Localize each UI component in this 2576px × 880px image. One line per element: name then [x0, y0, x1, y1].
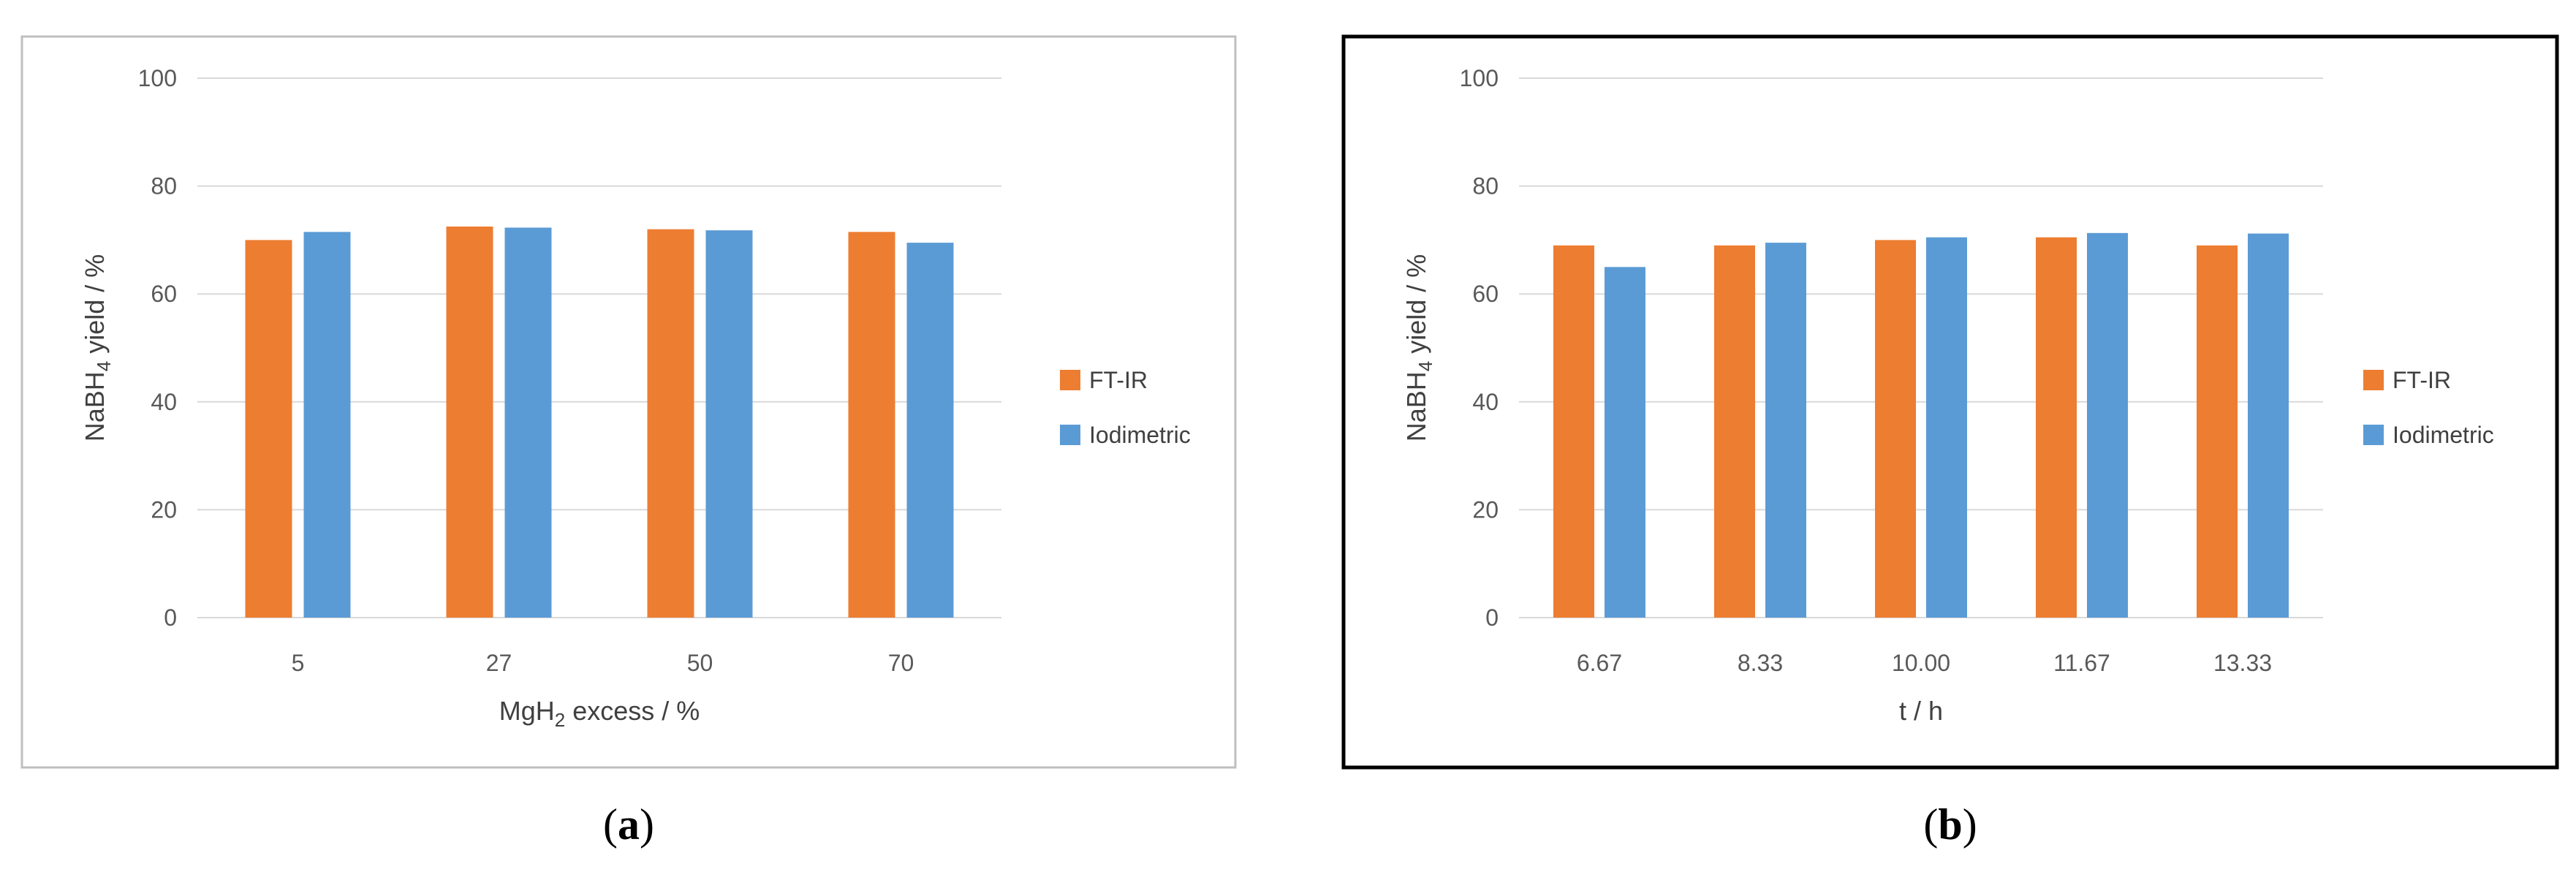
y-axis-title: NaBH4 yield / %: [80, 254, 115, 442]
y-tick-label: 80: [1472, 173, 1499, 200]
legend-label-iodimetric: Iodimetric: [2393, 422, 2494, 448]
x-axis-title: MgH2 excess / %: [499, 696, 700, 731]
panel-label: (b): [1923, 800, 1977, 849]
y-tick-label: 60: [151, 281, 177, 307]
legend-swatch-ftir: [1060, 370, 1080, 390]
bar-iodimetric: [2087, 232, 2128, 618]
bar-ftir: [446, 226, 493, 618]
x-tick-label: 13.33: [2213, 650, 2272, 676]
legend-swatch-ftir: [2363, 370, 2384, 390]
x-tick-label: 8.33: [1738, 650, 1783, 676]
y-tick-label: 100: [138, 65, 177, 91]
x-tick-label: 50: [687, 650, 713, 676]
legend-swatch-iodimetric: [1060, 425, 1080, 445]
y-axis-title: NaBH4 yield / %: [1401, 254, 1436, 442]
legend-label-ftir: FT-IR: [2393, 367, 2451, 393]
bar-ftir: [2036, 237, 2077, 618]
bar-ftir: [1553, 245, 1594, 618]
y-tick-label: 40: [1472, 389, 1499, 415]
y-tick-label: 100: [1460, 65, 1499, 91]
x-axis-title: t / h: [1899, 696, 1943, 726]
y-tick-label: 20: [1472, 496, 1499, 523]
panel-label: (a): [603, 800, 654, 849]
y-tick-label: 80: [151, 173, 177, 200]
bar-iodimetric: [2248, 233, 2289, 618]
y-tick-label: 0: [1485, 604, 1499, 631]
y-tick-label: 40: [151, 389, 177, 415]
x-tick-label: 6.67: [1577, 650, 1622, 676]
x-tick-label: 27: [486, 650, 512, 676]
y-tick-label: 20: [151, 496, 177, 523]
x-tick-label: 70: [888, 650, 914, 676]
chart-b: 0 20 40 60 80 100 6.67 8.33 10.00 11.67 13.33 t / h…: [1341, 34, 2559, 849]
x-tick-label: 10.00: [1892, 650, 1950, 676]
bar-iodimetric: [1765, 243, 1806, 618]
bar-ftir: [848, 232, 895, 618]
x-tick-label: 5: [292, 650, 305, 676]
bar-iodimetric: [303, 232, 351, 618]
bar-ftir: [1714, 245, 1755, 618]
bar-iodimetric: [906, 243, 954, 618]
bar-ftir: [1875, 240, 1916, 618]
bar-iodimetric: [705, 230, 753, 618]
legend-swatch-iodimetric: [2363, 425, 2384, 445]
bar-ftir: [2197, 245, 2238, 618]
bar-ftir: [647, 229, 694, 618]
legend-label-ftir: FT-IR: [1089, 367, 1148, 393]
y-tick-label: 60: [1472, 281, 1499, 307]
bar-iodimetric: [1605, 267, 1645, 618]
bar-iodimetric: [504, 227, 552, 618]
legend-label-iodimetric: Iodimetric: [1089, 422, 1191, 448]
y-tick-label: 0: [164, 604, 177, 631]
chart-a: 0 20 40 60 80 100 5 27 50 70 MgH2 excess / % NaBH4 …: [20, 35, 1237, 849]
x-tick-label: 11.67: [2053, 650, 2110, 676]
bar-ftir: [245, 240, 292, 618]
bar-iodimetric: [1926, 237, 1967, 618]
